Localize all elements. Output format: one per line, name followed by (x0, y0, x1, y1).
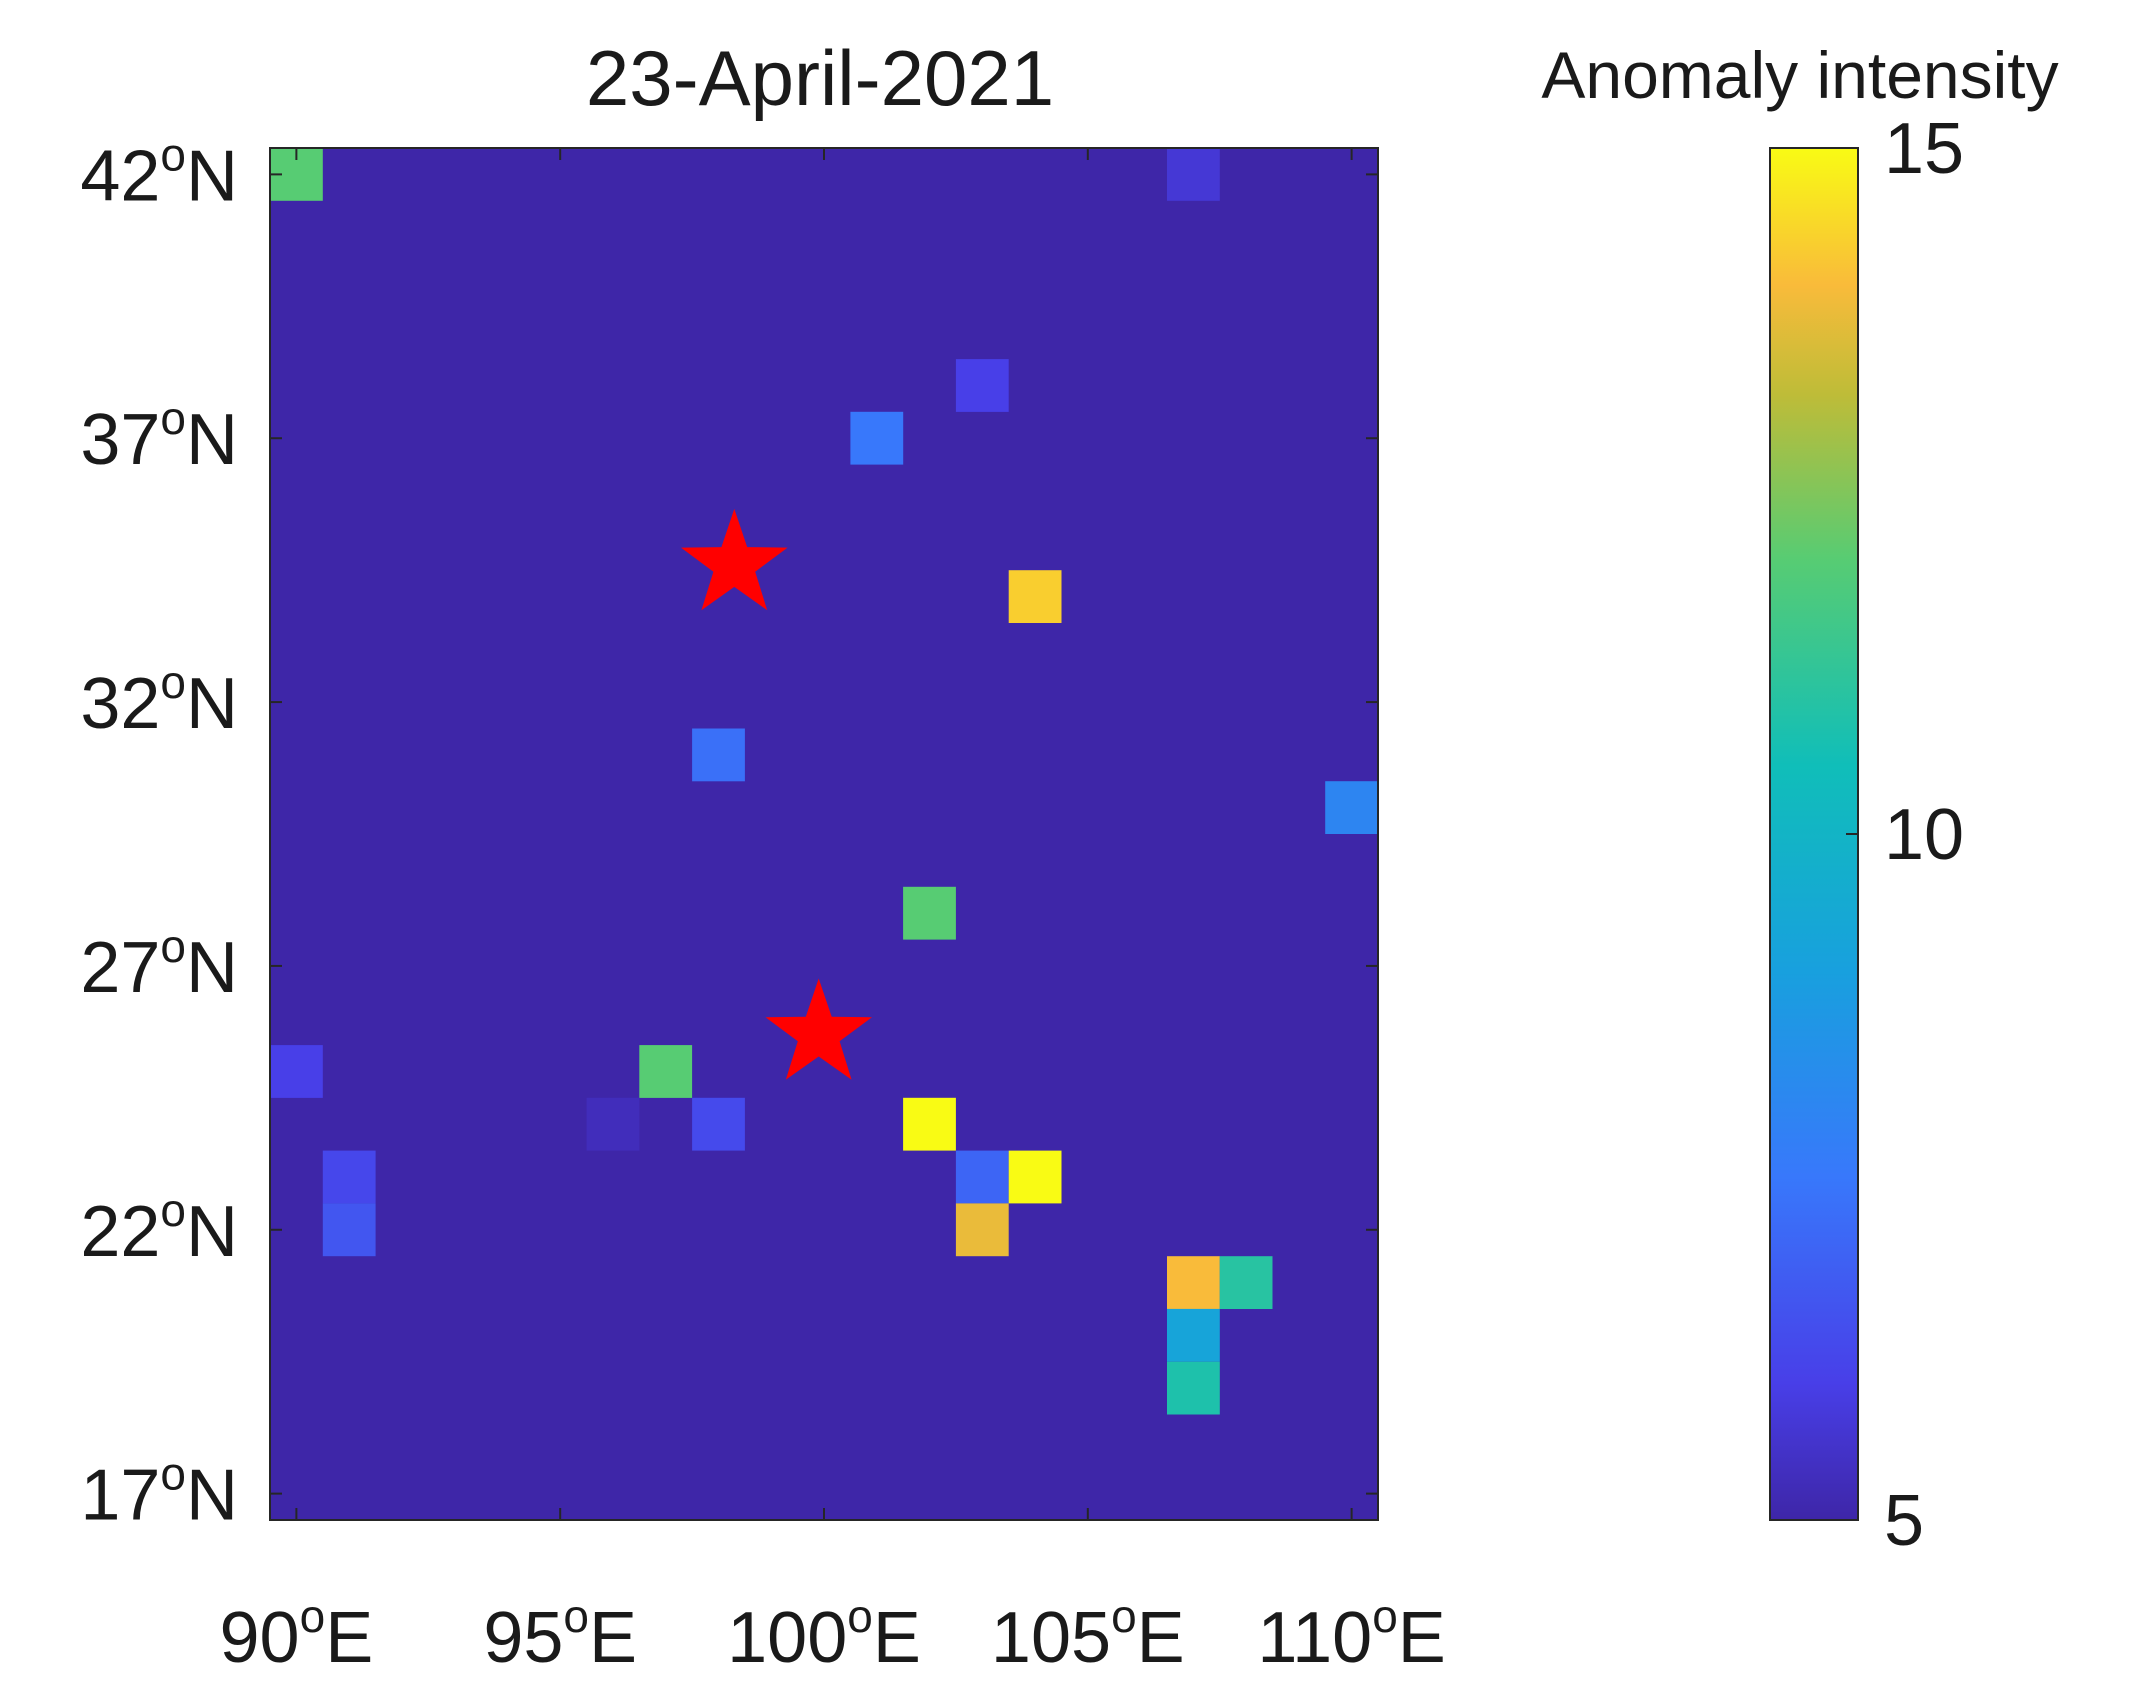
epicenter-star-marker (681, 508, 788, 611)
anomaly-cell (322, 1150, 376, 1204)
epicenter-star-marker (765, 978, 872, 1080)
y-tick-label: 22oN (80, 1184, 238, 1272)
anomaly-cell (1219, 1256, 1273, 1309)
anomaly-cell (903, 1097, 956, 1151)
y-tick-label: 32oN (80, 656, 238, 744)
map-plot-area (269, 147, 1379, 1521)
anomaly-cell (955, 359, 1009, 412)
x-tick-label: 95oE (483, 1590, 637, 1678)
colorbar: 15 10 5 Anomaly intensity (1541, 38, 2058, 1561)
anomaly-cell (850, 411, 904, 465)
x-tick-label: 110oE (1257, 1590, 1445, 1678)
x-tick-label: 90oE (220, 1590, 374, 1678)
anomaly-cell (1008, 1150, 1062, 1204)
anomaly-cell (639, 1045, 693, 1098)
y-tick-label: 37oN (80, 392, 238, 480)
colorbar-tick-label: 5 (1884, 1481, 1924, 1561)
anomaly-cell (1167, 1361, 1220, 1415)
anomaly-cell (955, 1203, 1009, 1257)
colorbar-ticks: 15 10 5 (1846, 109, 1964, 1561)
anomaly-cells-layer (270, 148, 1378, 1415)
anomaly-cell (270, 1045, 323, 1098)
anomaly-cell (955, 1150, 1009, 1204)
colorbar-tick-label: 10 (1884, 795, 1964, 875)
x-tick-label: 100oE (727, 1590, 921, 1678)
anomaly-cell (1325, 781, 1378, 834)
anomaly-cell (322, 1203, 376, 1257)
epicenter-markers-layer (681, 508, 872, 1080)
anomaly-cell (1167, 1256, 1220, 1309)
anomaly-cell (586, 1097, 640, 1151)
x-axis: 90oE 95oE 100oE 105oE 110oE (220, 1590, 1446, 1678)
colorbar-gradient (1769, 147, 1859, 1521)
x-tick-label: 105oE (991, 1590, 1185, 1678)
y-axis: 42oN 37oN 32oN 27oN 22oN 17oN (80, 128, 238, 1535)
chart-title: 23-April-2021 (586, 34, 1054, 122)
anomaly-cell (692, 728, 745, 782)
colorbar-label: Anomaly intensity (1541, 38, 2058, 112)
anomaly-cell (1008, 570, 1062, 623)
anomaly-cell (692, 1097, 745, 1151)
anomaly-cell (1167, 1308, 1220, 1362)
y-tick-label: 42oN (80, 128, 238, 216)
colorbar-tick-label: 15 (1884, 109, 1964, 189)
y-tick-label: 27oN (80, 920, 238, 1008)
anomaly-cell (1167, 148, 1220, 201)
axis-ticks-layer (270, 148, 1378, 1520)
y-tick-label: 17oN (80, 1448, 238, 1536)
anomaly-cell (903, 886, 956, 940)
